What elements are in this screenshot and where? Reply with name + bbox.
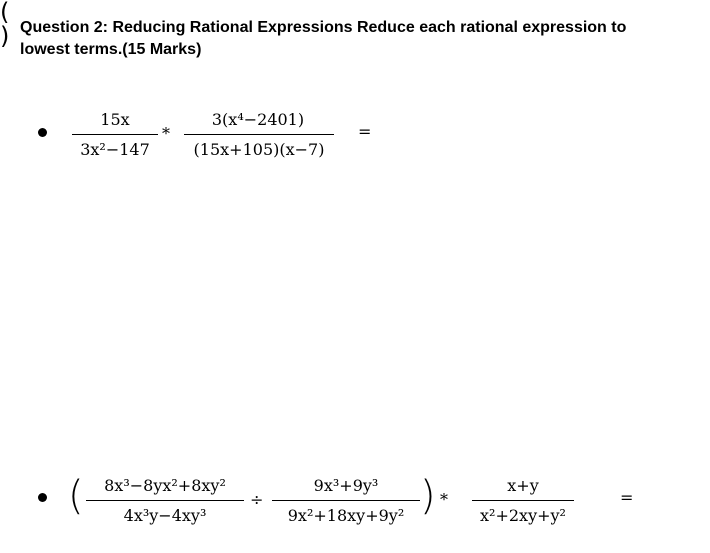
- p2-frac2-bar: [272, 500, 420, 501]
- p2-frac1-numerator: 8x³−8yx²+8xy²: [104, 476, 226, 495]
- problem-2-expression: ( 8x³−8yx²+8xy² 4x³y−4xy³ ÷ 9x³+9y³ 9x²+…: [0, 0, 710, 525]
- p2-left-paren-2: (: [0, 0, 10, 26]
- p1-multiply-operator: *: [162, 124, 170, 143]
- p2-multiply-operator: *: [440, 490, 448, 509]
- p2-frac2-denominator: 9x²+18xy+9y²: [287, 506, 405, 525]
- p2-right-paren-1: ): [420, 473, 436, 519]
- p1-frac1-numerator: 15x: [100, 110, 130, 129]
- p2-left-paren-1: (: [68, 473, 84, 519]
- p1-frac2-denominator: (15x+105)(x−7): [193, 140, 325, 159]
- question-heading: Question 2: Reducing Rational Expression…: [20, 19, 627, 58]
- p2-frac3-denominator: x²+2xy+y²: [480, 506, 566, 525]
- p1-frac1-denominator: 3x²−147: [80, 140, 150, 159]
- p1-frac2-numerator: 3(x⁴−2401): [211, 110, 305, 129]
- p2-frac1-bar: [86, 500, 244, 501]
- p2-right-paren-2: ): [0, 22, 10, 50]
- p1-equals-sign: =: [358, 122, 372, 141]
- p2-frac3-bar: [472, 500, 574, 501]
- p1-frac1-bar: [72, 134, 158, 135]
- p2-frac2-numerator: 9x³+9y³: [313, 476, 379, 495]
- p1-frac2-bar: [184, 134, 334, 135]
- bullet-problem-2: [38, 493, 47, 502]
- bullet-problem-1: [38, 128, 47, 137]
- p2-divide-operator: ÷: [250, 490, 264, 509]
- p2-frac1-denominator: 4x³y−4xy³: [123, 506, 207, 525]
- p2-frac3-numerator: x+y: [507, 476, 539, 495]
- p2-equals-sign: =: [620, 488, 634, 507]
